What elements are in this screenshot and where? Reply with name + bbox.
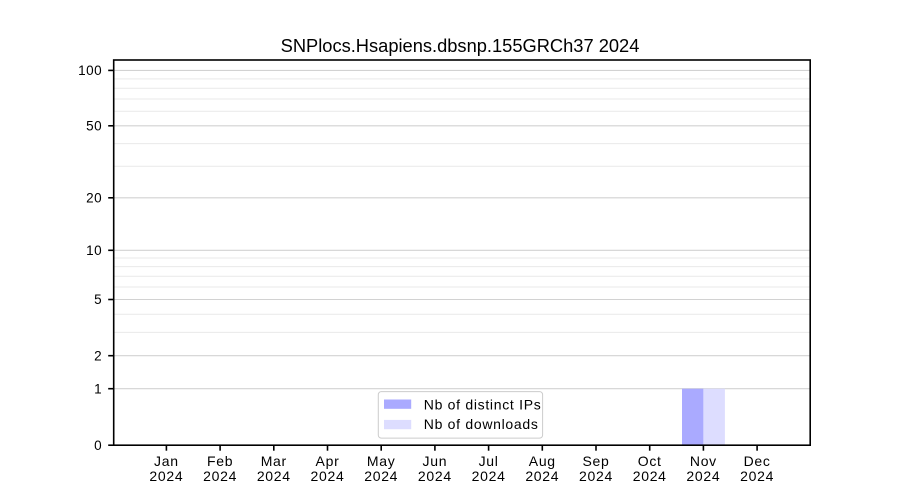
svg-text:Oct: Oct [638, 453, 662, 469]
svg-text:Apr: Apr [316, 453, 340, 469]
svg-text:Mar: Mar [261, 453, 287, 469]
svg-text:1: 1 [94, 381, 102, 396]
svg-text:2024: 2024 [149, 468, 183, 484]
svg-text:Jan: Jan [154, 453, 179, 469]
svg-text:2024: 2024 [633, 468, 667, 484]
svg-text:2: 2 [94, 348, 102, 363]
svg-text:2024: 2024 [364, 468, 398, 484]
svg-text:Feb: Feb [207, 453, 233, 469]
svg-text:100: 100 [78, 63, 102, 78]
svg-text:2024: 2024 [579, 468, 613, 484]
svg-text:SNPlocs.Hsapiens.dbsnp.155GRCh: SNPlocs.Hsapiens.dbsnp.155GRCh37 2024 [281, 35, 640, 56]
svg-text:50: 50 [86, 118, 102, 133]
svg-text:Jun: Jun [423, 453, 448, 469]
svg-text:Dec: Dec [744, 453, 771, 469]
svg-text:Aug: Aug [529, 453, 556, 469]
svg-text:Sep: Sep [582, 453, 609, 469]
svg-text:Nov: Nov [690, 453, 717, 469]
svg-text:Nb of downloads: Nb of downloads [424, 416, 539, 432]
svg-text:5: 5 [94, 292, 102, 307]
svg-text:2024: 2024 [257, 468, 291, 484]
svg-text:Jul: Jul [479, 453, 499, 469]
svg-text:2024: 2024 [472, 468, 506, 484]
svg-text:May: May [367, 453, 396, 469]
svg-text:2024: 2024 [203, 468, 237, 484]
svg-text:0: 0 [94, 438, 102, 453]
svg-text:2024: 2024 [418, 468, 452, 484]
svg-text:20: 20 [86, 190, 102, 205]
svg-text:2024: 2024 [525, 468, 559, 484]
svg-text:Nb of distinct IPs: Nb of distinct IPs [424, 396, 542, 412]
svg-text:2024: 2024 [686, 468, 720, 484]
svg-text:10: 10 [86, 243, 102, 258]
svg-text:2024: 2024 [740, 468, 774, 484]
svg-text:2024: 2024 [311, 468, 345, 484]
